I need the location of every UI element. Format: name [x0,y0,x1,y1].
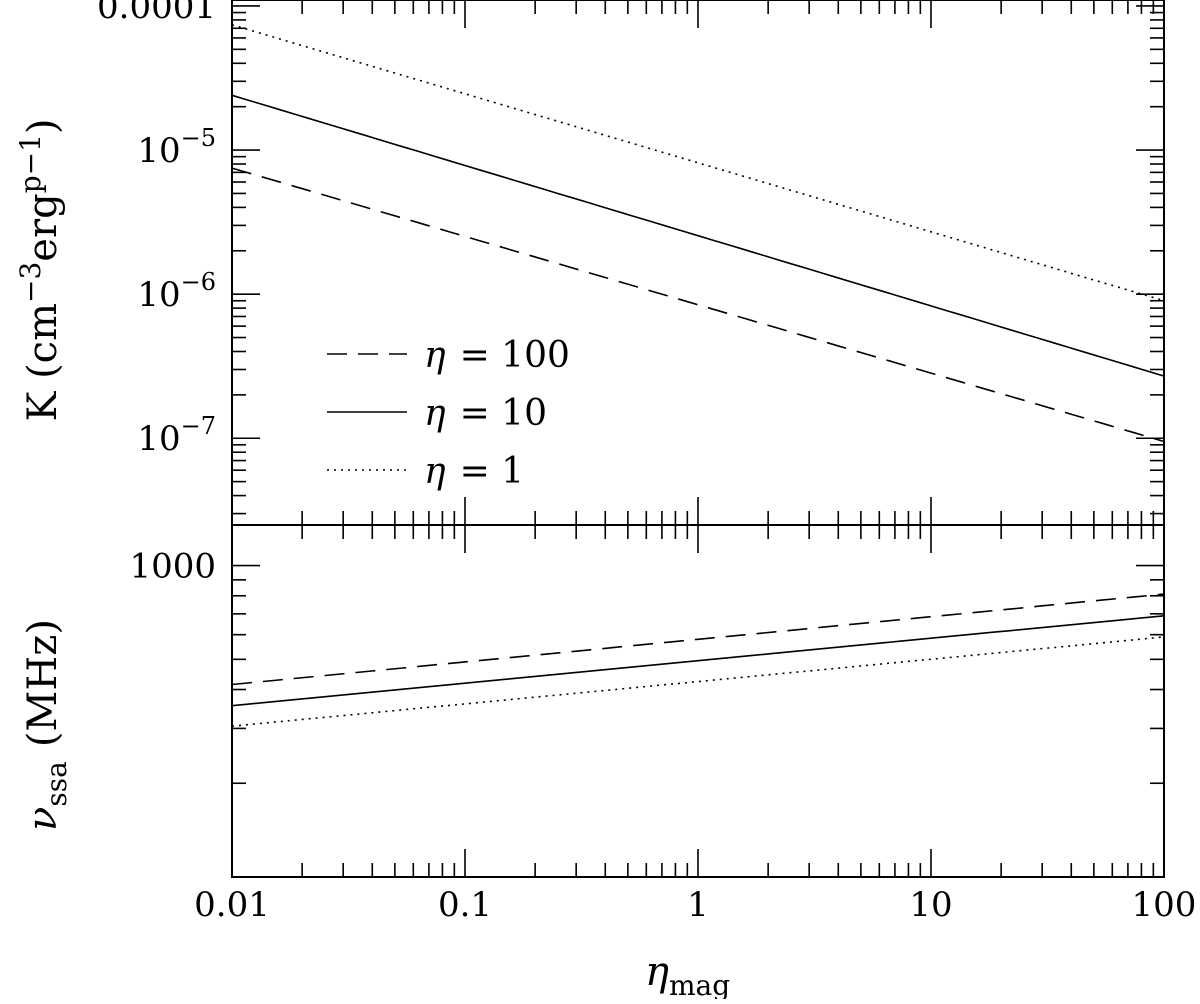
panel-frame-bottom [231,524,1165,878]
x-tick-label: 0.01 [194,885,270,925]
labels-layer: 0.0001 10−5 10−6 10−7 1000 0.01 0.1 1 10 100 ηmag K… [14,0,1197,1002]
series-line-top-solid [231,94,1165,377]
panel-frame-top [231,0,1165,526]
x-axis-title: ηmag [645,949,730,999]
x-tick-label: 10 [909,885,952,925]
series-layer [231,24,1165,727]
x-tick-label: 1 [687,885,709,925]
y-tick-label: 0.0001 [97,0,216,27]
legend-label: η = 100 [424,335,570,376]
series-line-bottom-dotted [231,636,1165,727]
x-tick-label: 0.1 [438,885,492,925]
y-tick-label: 10−6 [137,268,216,315]
series-line-bottom-solid [231,615,1165,707]
y-tick-label: 1000 [129,547,216,587]
y-tick-label: 10−5 [137,124,216,171]
y-tick-label: 10−7 [137,412,216,459]
y-axis-title-top: K (cm−3ergp−1) [14,118,66,421]
ticks-layer [231,0,1165,877]
legend: η = 100 η = 10 η = 1 [327,335,570,492]
y-axis-title-bottom: νssa(MHz) [20,619,73,831]
frames-layer [231,0,1165,878]
x-tick-label: 100 [1132,885,1197,925]
series-line-top-dotted [231,24,1165,302]
legend-label: η = 10 [424,393,547,434]
series-line-bottom-dashed [231,593,1165,686]
legend-label: η = 1 [424,451,524,492]
series-line-top-dashed [231,167,1165,443]
